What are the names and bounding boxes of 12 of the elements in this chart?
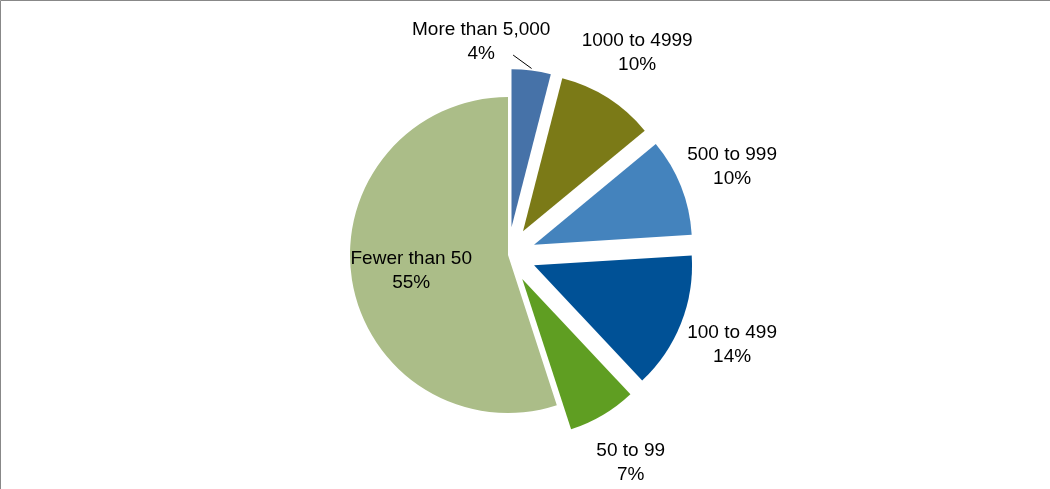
data-label: 10% [713, 167, 752, 189]
slice-label: 1000 to 4999 [581, 28, 693, 50]
data-label: 14% [713, 344, 752, 366]
slice-label: 500 to 999 [687, 143, 777, 165]
slice-label: 50 to 99 [596, 439, 666, 461]
slice-label: More than 5,000 [412, 17, 551, 39]
slice-label: 100 to 499 [687, 320, 777, 342]
data-label: 10% [618, 52, 657, 74]
data-label: 4% [467, 41, 496, 63]
data-label: 7% [616, 463, 645, 485]
slice-label: Fewer than 50 [350, 247, 472, 269]
data-label: 55% [392, 271, 431, 293]
